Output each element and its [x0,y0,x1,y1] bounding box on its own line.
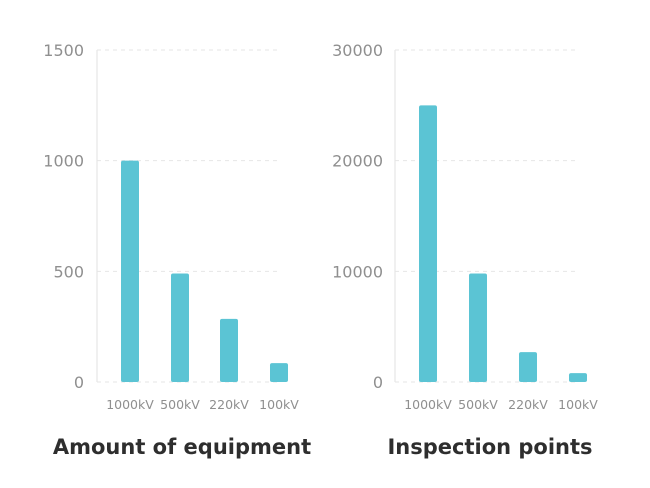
x-tick-label: 100kV [259,397,299,412]
y-tick-label: 500 [53,262,84,281]
x-tick-label: 1000kV [404,397,452,412]
y-tick-label: 20000 [332,152,383,171]
bar [519,352,537,382]
x-tick-label: 220kV [209,397,249,412]
y-tick-label: 0 [74,373,84,392]
x-tick-label: 500kV [458,397,498,412]
bar [220,318,238,382]
x-tick-label: 1000kV [106,397,154,412]
y-tick-label: 30000 [332,41,383,60]
chart-title: Inspection points [387,435,592,459]
y-tick-label: 10000 [332,262,383,281]
bar [469,273,487,382]
y-tick-label: 0 [373,373,383,392]
bar [270,363,288,382]
x-tick-label: 220kV [508,397,548,412]
y-tick-label: 1000 [43,152,84,171]
y-tick-label: 1500 [43,41,84,60]
bar [569,373,587,382]
chart-title: Amount of equipment [53,435,311,459]
x-tick-label: 500kV [160,397,200,412]
x-tick-label: 100kV [558,397,598,412]
bar [419,105,437,382]
bar [121,160,139,382]
bar [171,273,189,382]
